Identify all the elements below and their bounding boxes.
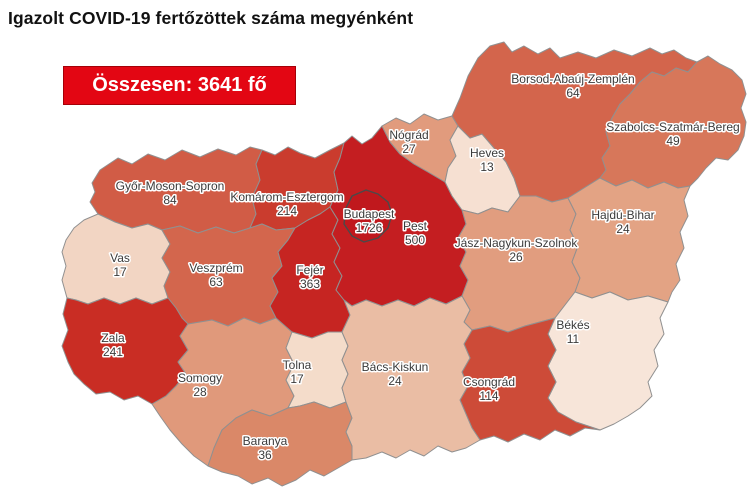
county-name-budapest: Budapest <box>344 207 395 221</box>
county-value-tolna: 17 <box>290 372 304 386</box>
county-name-veszprem: Veszprém <box>189 261 242 275</box>
county-value-hajdu-bihar: 24 <box>616 222 630 236</box>
total-box: Összesen: 3641 fő <box>63 66 296 105</box>
county-region-budapest <box>343 189 393 243</box>
county-name-baranya: Baranya <box>243 434 288 448</box>
county-name-vas: Vas <box>110 251 130 265</box>
county-value-zala: 241 <box>103 345 123 359</box>
county-name-gyor-moson-sopron: Győr-Moson-Sopron <box>116 179 225 193</box>
county-name-pest: Pest <box>403 219 428 233</box>
county-value-jasz-nagykun-szolnok: 26 <box>509 250 523 264</box>
total-box-label: Összesen: 3641 fő <box>92 74 267 96</box>
county-value-bacs-kiskun: 24 <box>388 374 402 388</box>
county-value-baranya: 36 <box>258 448 272 462</box>
county-name-fejer: Fejér <box>296 263 323 277</box>
county-value-szabolcs-szatmar-bereg: 49 <box>666 134 680 148</box>
county-name-hajdu-bihar: Hajdú-Bihar <box>591 208 654 222</box>
county-name-bekes: Békés <box>556 318 589 332</box>
county-name-heves: Heves <box>470 146 504 160</box>
county-region-bekes <box>547 291 669 431</box>
county-name-nograd: Nógrád <box>389 128 428 142</box>
county-region-bacs-kiskun <box>341 295 481 461</box>
county-name-szabolcs-szatmar-bereg: Szabolcs-Szatmár-Bereg <box>606 120 739 134</box>
county-name-csongrad: Csongrád <box>463 375 515 389</box>
county-region-hajdu-bihar <box>567 177 691 303</box>
county-value-budapest: 1726 <box>356 221 383 235</box>
county-name-tolna: Tolna <box>283 358 312 372</box>
county-value-csongrad: 114 <box>479 389 498 403</box>
county-value-gyor-moson-sopron: 84 <box>163 193 177 207</box>
county-value-veszprem: 63 <box>209 275 223 289</box>
county-value-komarom-esztergom: 214 <box>277 204 297 218</box>
county-name-zala: Zala <box>101 331 125 345</box>
county-value-bekes: 11 <box>567 332 580 346</box>
county-name-jasz-nagykun-szolnok: Jász-Nagykun-Szolnok <box>455 236 579 250</box>
county-value-borsod-abauj-zemplen: 64 <box>566 86 580 100</box>
county-value-vas: 17 <box>113 265 127 279</box>
county-value-pest: 500 <box>405 233 425 247</box>
page-title: Igazolt COVID-19 fertőzöttek száma megyé… <box>8 8 414 28</box>
county-value-heves: 13 <box>480 160 494 174</box>
county-name-borsod-abauj-zemplen: Borsod-Abaúj-Zemplén <box>511 72 634 86</box>
county-name-somogy: Somogy <box>178 371 222 385</box>
county-value-nograd: 27 <box>402 142 416 156</box>
county-value-fejer: 363 <box>300 277 320 291</box>
county-region-zala <box>61 297 189 405</box>
county-name-bacs-kiskun: Bács-Kiskun <box>362 360 429 374</box>
county-name-komarom-esztergom: Komárom-Esztergom <box>230 190 343 204</box>
county-value-somogy: 28 <box>193 385 207 399</box>
